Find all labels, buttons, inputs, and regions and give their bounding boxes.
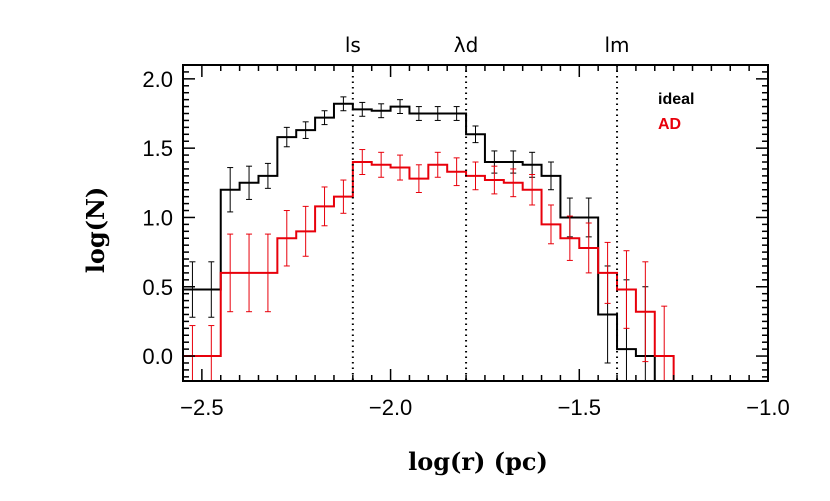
error-bar bbox=[415, 106, 422, 121]
error-bar bbox=[415, 164, 422, 194]
error-bar bbox=[397, 99, 404, 115]
histogram-line-ideal bbox=[183, 102, 656, 381]
error-bar bbox=[340, 179, 347, 214]
error-bar bbox=[227, 167, 234, 213]
error-bar bbox=[227, 233, 234, 313]
error-bar bbox=[189, 261, 196, 318]
x-tick-label: −1.5 bbox=[558, 395, 601, 420]
error-bar bbox=[264, 233, 271, 313]
legend-entry-ideal: ideal bbox=[658, 91, 694, 108]
error-bar bbox=[434, 106, 441, 121]
error-bar bbox=[208, 325, 215, 381]
error-bar bbox=[510, 168, 517, 198]
error-bar bbox=[321, 110, 328, 126]
error-bar bbox=[283, 210, 290, 267]
error-bar bbox=[434, 151, 441, 178]
error-bar bbox=[547, 161, 554, 191]
error-bar bbox=[321, 186, 328, 227]
histogram-line-ad bbox=[183, 161, 675, 381]
series-ad bbox=[183, 149, 675, 381]
error-bar bbox=[472, 125, 479, 144]
error-bar bbox=[585, 222, 592, 274]
x-tick-label: −2.5 bbox=[180, 395, 223, 420]
error-bar bbox=[623, 250, 630, 329]
error-bar bbox=[340, 96, 347, 112]
y-tick-label: 1.0 bbox=[142, 205, 173, 230]
y-tick-label: 2.0 bbox=[142, 67, 173, 92]
marker-label-0: ls bbox=[345, 33, 361, 57]
error-bar bbox=[566, 215, 573, 261]
error-bar bbox=[283, 126, 290, 148]
y-tick-label: 0.0 bbox=[142, 344, 173, 369]
error-bar bbox=[472, 161, 479, 191]
legend-entry-ad: AD bbox=[658, 116, 681, 133]
legend: ideal AD bbox=[658, 91, 694, 133]
error-bar bbox=[246, 233, 253, 313]
error-bar bbox=[208, 261, 215, 318]
error-bar bbox=[378, 151, 385, 178]
error-bar bbox=[264, 162, 271, 189]
error-bar bbox=[661, 305, 668, 381]
error-bar bbox=[302, 205, 309, 257]
error-bar bbox=[529, 173, 536, 206]
x-tick-label: −2.0 bbox=[369, 395, 412, 420]
marker-label-1: λd bbox=[454, 33, 479, 57]
y-tick-label: 1.5 bbox=[142, 136, 173, 161]
series-ideal bbox=[183, 96, 656, 381]
marker-label-2: lm bbox=[605, 33, 630, 57]
error-bar bbox=[246, 165, 253, 200]
y-axis-title: log(N) bbox=[81, 187, 110, 274]
y-tick-label: 0.5 bbox=[142, 275, 173, 300]
plot-frame bbox=[182, 64, 769, 382]
plot-area bbox=[183, 96, 675, 381]
error-bar bbox=[397, 154, 404, 181]
x-axis-title: log(r) (pc) bbox=[408, 447, 548, 476]
error-bar bbox=[453, 157, 460, 187]
error-bar bbox=[359, 149, 366, 175]
error-bar bbox=[642, 261, 649, 363]
error-bar bbox=[378, 103, 385, 119]
error-bar bbox=[302, 121, 309, 139]
error-bar bbox=[359, 101, 366, 117]
error-bar bbox=[547, 204, 554, 245]
error-bar bbox=[491, 165, 498, 195]
axes: −2.5 −2.0 −1.5 −1.0 0.0 0.5 1.0 1.5 2.0 bbox=[142, 64, 790, 420]
error-bar bbox=[604, 241, 611, 304]
error-bar bbox=[453, 106, 460, 121]
x-tick-label: −1.0 bbox=[746, 395, 789, 420]
vertical-markers: ls λd lm bbox=[345, 33, 630, 381]
